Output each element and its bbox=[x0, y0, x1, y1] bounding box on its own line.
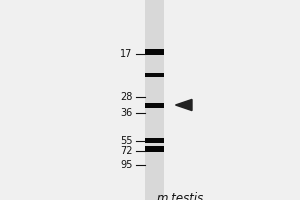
Bar bbox=[145, 146, 164, 152]
Bar bbox=[145, 0, 164, 200]
Text: 36: 36 bbox=[121, 108, 133, 118]
Text: 95: 95 bbox=[120, 160, 133, 170]
Text: 72: 72 bbox=[120, 146, 133, 156]
Text: 17: 17 bbox=[120, 49, 133, 59]
Bar bbox=[145, 138, 164, 143]
Text: 28: 28 bbox=[120, 92, 133, 102]
Bar bbox=[145, 102, 164, 108]
Bar bbox=[145, 73, 164, 77]
Text: m.testis: m.testis bbox=[156, 192, 204, 200]
Bar bbox=[145, 49, 164, 54]
Text: 55: 55 bbox=[120, 136, 133, 146]
Polygon shape bbox=[176, 99, 192, 111]
